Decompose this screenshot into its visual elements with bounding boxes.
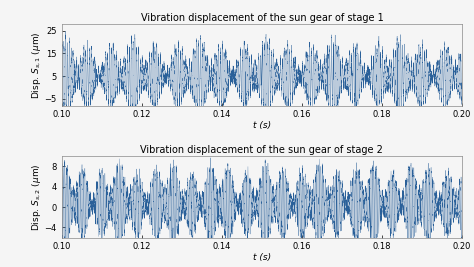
Title: Vibration displacement of the sun gear of stage 1: Vibration displacement of the sun gear o… [140,13,383,23]
Title: Vibration displacement of the sun gear of stage 2: Vibration displacement of the sun gear o… [140,145,383,155]
Y-axis label: Disp. $S_{s,2}$ ($\mu$m): Disp. $S_{s,2}$ ($\mu$m) [30,163,43,231]
Y-axis label: Disp. $S_{s,1}$ ($\mu$m): Disp. $S_{s,1}$ ($\mu$m) [30,31,43,99]
X-axis label: t (s): t (s) [253,253,271,262]
X-axis label: t (s): t (s) [253,121,271,130]
